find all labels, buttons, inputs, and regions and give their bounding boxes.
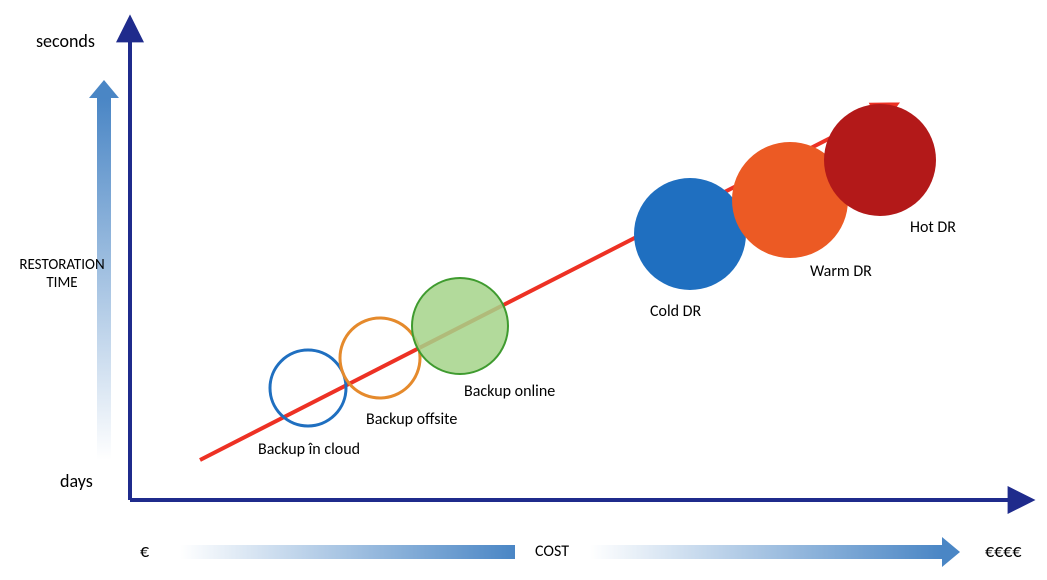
y-axis-bottom-label: days [60, 470, 93, 492]
y-axis-top-label: seconds [36, 30, 95, 52]
y-axis-gradient-arrowhead [89, 80, 119, 98]
x-axis-gradient-left [180, 545, 515, 559]
node-label-hot-dr: Hot DR [910, 218, 956, 237]
node-label-backup-online: Backup online [464, 382, 555, 401]
node-cold-dr [634, 178, 746, 290]
dr-cost-time-chart: seconds RESTORATION TIME days € COST €€€… [0, 0, 1047, 580]
node-backup-offsite [340, 318, 420, 398]
chart-svg [0, 0, 1047, 580]
y-axis-title: RESTORATION TIME [7, 256, 117, 292]
x-axis-gradient-arrowhead [942, 537, 960, 567]
node-backup-cloud [270, 350, 346, 426]
node-label-cold-dr: Cold DR [650, 302, 701, 321]
x-axis-left-label: € [140, 540, 149, 562]
x-axis-right-label: €€€€ [985, 540, 1022, 562]
node-label-backup-cloud: Backup în cloud [258, 440, 360, 459]
node-label-warm-dr: Warm DR [810, 262, 872, 281]
x-axis-gradient-right [590, 545, 942, 559]
node-hot-dr [824, 104, 936, 216]
x-axis-title: COST [535, 542, 569, 561]
node-backup-online [412, 278, 508, 374]
node-label-backup-offsite: Backup offsite [366, 410, 457, 429]
